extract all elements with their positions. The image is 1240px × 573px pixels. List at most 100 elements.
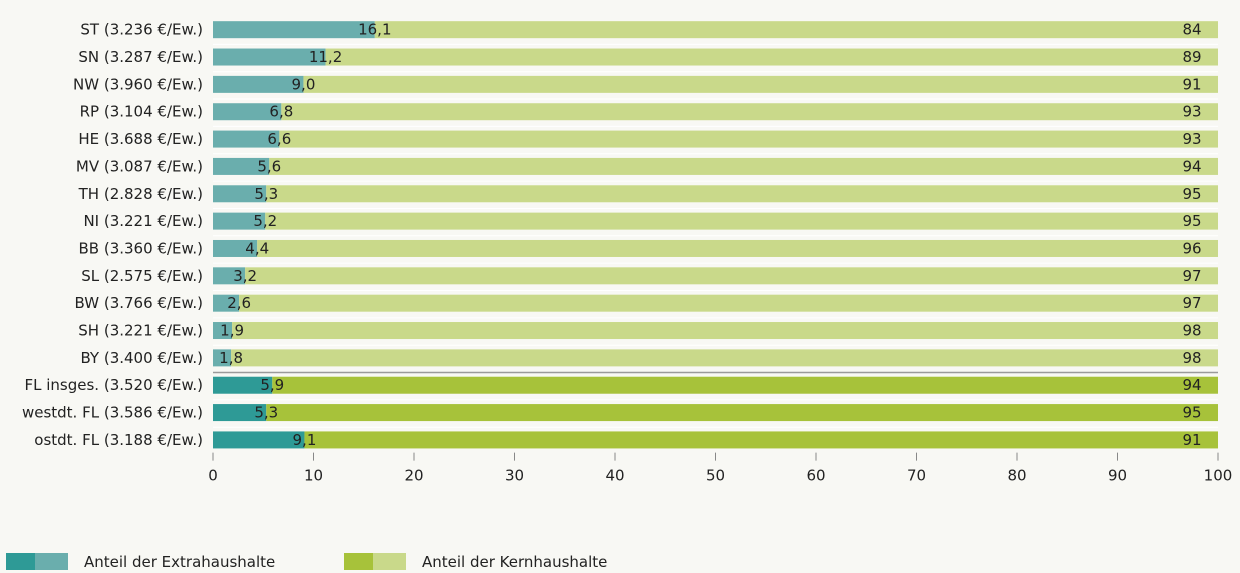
value-label-extrahaushalte: 5,3 [254,185,278,203]
bar-kernhaushalte [325,48,1218,66]
category-label: NI (3.221 €/Ew.) [83,212,203,230]
x-tick-label: 0 [208,467,218,485]
bar-kernhaushalte [239,294,1218,312]
bar-extrahaushalte [213,48,326,66]
category-label: BB (3.360 €/Ew.) [79,239,204,257]
bar-kernhaushalte [266,185,1218,203]
value-label-extrahaushalte: 1,8 [219,349,243,367]
value-label-kernhaushalte: 95 [1182,185,1201,203]
category-label: ST (3.236 €/Ew.) [80,21,203,39]
legend: Anteil der Extrahaushalte Anteil der Kern… [6,553,607,571]
category-label: westdt. FL (3.586 €/Ew.) [22,404,203,422]
value-label-kernhaushalte: 95 [1182,212,1201,230]
bar-kernhaushalte [257,239,1219,257]
category-label: HE (3.688 €/Ew.) [78,130,203,148]
category-label: BW (3.766 €/Ew.) [74,294,203,312]
legend-extrahaushalte-label: Anteil der Extrahaushalte [84,553,275,571]
bar-extrahaushalte [213,21,375,39]
value-label-kernhaushalte: 91 [1182,431,1201,449]
bar-extrahaushalte [213,431,305,449]
bar-extrahaushalte [213,130,280,148]
value-label-kernhaushalte: 98 [1182,349,1201,367]
x-tick-label: 50 [706,467,725,485]
value-label-extrahaushalte: 2,6 [227,294,251,312]
value-label-kernhaushalte: 96 [1182,239,1201,257]
x-tick-label: 80 [1007,467,1026,485]
value-label-extrahaushalte: 6,6 [267,130,291,148]
bar-kernhaushalte [231,349,1219,367]
value-label-extrahaushalte: 6,8 [269,103,293,121]
category-label: MV (3.087 €/Ew.) [76,157,203,175]
value-label-extrahaushalte: 4,4 [245,239,269,257]
bar-kernhaushalte [272,376,1218,394]
bar-kernhaushalte [304,431,1219,449]
legend-extrahaushalte-swatch-aggregate [6,553,35,570]
value-label-kernhaushalte: 84 [1182,21,1201,39]
value-label-kernhaushalte: 97 [1182,267,1201,285]
x-tick-label: 40 [605,467,624,485]
x-tick-label: 90 [1108,467,1127,485]
value-label-extrahaushalte: 1,9 [220,322,244,340]
value-label-kernhaushalte: 97 [1182,294,1201,312]
legend-kernhaushalte-swatch-aggregate [344,553,373,570]
value-label-kernhaushalte: 93 [1182,130,1201,148]
bar-kernhaushalte [265,212,1218,230]
bar-kernhaushalte [245,267,1218,285]
legend-kernhaushalte-label: Anteil der Kernhaushalte [422,553,607,571]
bar-extrahaushalte [213,212,266,230]
bar-kernhaushalte [279,130,1219,148]
value-label-extrahaushalte: 3,2 [233,267,257,285]
value-label-extrahaushalte: 11,2 [309,48,342,66]
category-label: FL insges. (3.520 €/Ew.) [25,376,204,394]
bar-extrahaushalte [213,239,258,257]
bar-group [213,21,1219,449]
bar-extrahaushalte [213,404,267,422]
value-label-kernhaushalte: 98 [1182,322,1201,340]
value-label-kernhaushalte: 95 [1182,404,1201,422]
category-label: SH (3.221 €/Ew.) [78,322,203,340]
value-label-extrahaushalte: 5,2 [253,212,277,230]
category-label: ostdt. FL (3.188 €/Ew.) [34,431,203,449]
bar-extrahaushalte [213,376,273,394]
bar-extrahaushalte [213,157,270,175]
category-label: SN (3.287 €/Ew.) [78,48,203,66]
x-tick-label: 30 [505,467,524,485]
x-tick-label: 100 [1204,467,1233,485]
bar-extrahaushalte [213,322,233,340]
bar-extrahaushalte [213,294,240,312]
bar-kernhaushalte [281,103,1219,121]
bar-kernhaushalte [374,21,1218,39]
value-label-extrahaushalte: 9,1 [293,431,317,449]
value-label-kernhaushalte: 91 [1182,75,1201,93]
bar-kernhaushalte [232,322,1219,340]
category-label: SL (2.575 €/Ew.) [81,267,203,285]
category-label: BY (3.400 €/Ew.) [80,349,203,367]
value-label-extrahaushalte: 5,9 [260,376,284,394]
value-label-extrahaushalte: 16,1 [358,21,391,39]
x-tick-label: 10 [304,467,323,485]
value-label-kernhaushalte: 89 [1182,48,1201,66]
x-tick-label: 70 [907,467,926,485]
bar-kernhaushalte [303,75,1218,93]
value-label-kernhaushalte: 93 [1182,103,1201,121]
bar-extrahaushalte [213,267,246,285]
legend-extrahaushalte-swatch-states [35,553,68,570]
x-axis: 0 10 20 30 40 50 60 70 80 90 100 [208,452,1233,485]
x-tick-label: 20 [404,467,423,485]
bar-kernhaushalte [269,157,1218,175]
value-label-kernhaushalte: 94 [1182,376,1201,394]
bar-extrahaushalte [213,349,232,367]
category-labels: ST (3.236 €/Ew.) SN (3.287 €/Ew.) NW (3.96… [22,21,203,449]
x-tick-label: 60 [806,467,825,485]
value-label-extrahaushalte: 5,6 [257,157,281,175]
bar-extrahaushalte [213,103,282,121]
value-label-kernhaushalte: 94 [1182,157,1201,175]
category-label: TH (2.828 €/Ew.) [78,185,203,203]
category-label: RP (3.104 €/Ew.) [80,103,203,121]
bar-extrahaushalte [213,75,304,93]
value-label-extrahaushalte: 5,3 [254,404,278,422]
bar-extrahaushalte [213,185,267,203]
category-label: NW (3.960 €/Ew.) [73,75,203,93]
